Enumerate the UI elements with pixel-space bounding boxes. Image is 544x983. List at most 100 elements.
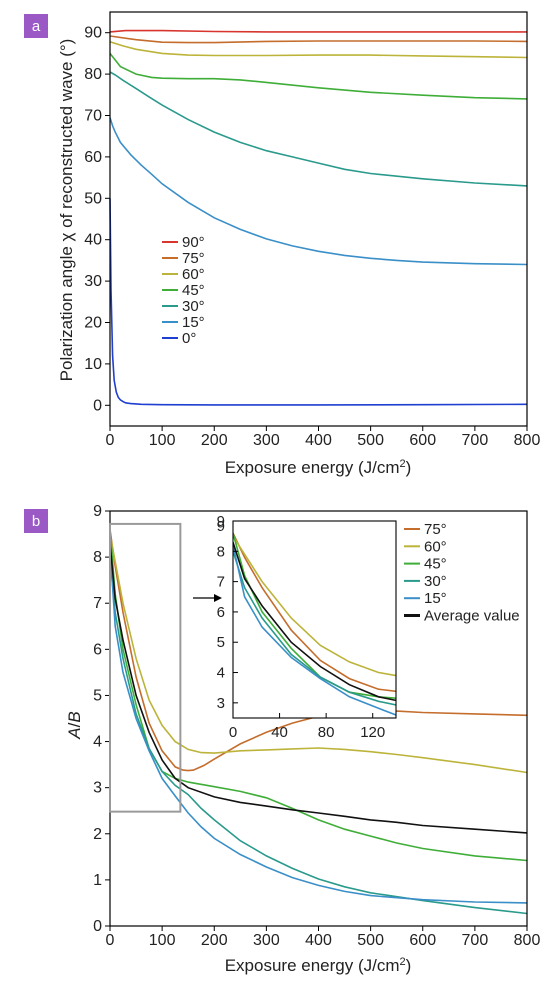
panel-b-series-avg <box>109 543 528 834</box>
inset-xtick-label: 80 <box>318 724 335 741</box>
inset-series-avg <box>233 541 396 702</box>
panel-b-series-45 <box>109 529 528 862</box>
panel-b-xtick-label: 200 <box>201 932 228 949</box>
panel-b-ytick-label: 5 <box>93 687 102 704</box>
panel-a-legend-label: 60° <box>182 266 205 283</box>
panel-a-legend: 90°75°60°45°30°15°0° <box>162 234 205 347</box>
panel-b-xtick-label: 0 <box>106 932 115 949</box>
panel-a-series-45 <box>109 52 528 100</box>
panel-a-legend-label: 30° <box>182 298 205 315</box>
panel-b-legend-label: Average value <box>424 608 520 625</box>
panel-a-ylabel: Polarization angle χ of reconstructed wa… <box>57 39 76 382</box>
panel-b-series-60 <box>109 533 528 774</box>
inset-ytick-label: 3 <box>217 695 225 712</box>
inset-ytick-label: 9 <box>217 513 225 530</box>
panel-a-legend-label: 45° <box>182 282 205 299</box>
panel-a-xtick-label: 100 <box>149 432 176 449</box>
inset-ytick-label: 4 <box>217 665 225 682</box>
panel-b-ytick-label: 6 <box>93 641 102 658</box>
panel-a-xtick-label: 500 <box>357 432 384 449</box>
panel-a-tag <box>24 14 48 38</box>
inset-ytick-label: 9 <box>217 518 225 535</box>
panel-b-tag <box>24 509 48 533</box>
panel-b-ytick-label: 7 <box>93 595 102 612</box>
panel-b-legend-label: 75° <box>424 521 447 538</box>
panel-a-ytick-label: 60 <box>84 149 102 166</box>
panel-b-series <box>109 529 528 915</box>
panel-b-legend-label: 15° <box>424 590 447 607</box>
panel-a-letter: a <box>32 18 41 35</box>
panel-a-legend-label: 75° <box>182 250 205 267</box>
panel-b-zoom-region <box>109 522 182 813</box>
panel-b-ytick-label: 9 <box>93 503 102 520</box>
panel-a-series-90 <box>109 29 527 33</box>
panel-a-ytick-label: 0 <box>93 397 102 414</box>
inset-xtick-label: 0 <box>229 724 237 741</box>
panel-b-xtick-label: 500 <box>357 932 384 949</box>
inset-series <box>233 532 396 716</box>
inset-xtick-label: 120 <box>360 724 385 741</box>
panel-a-plot-frame <box>109 11 528 427</box>
panel-a: a 0 100 200 300 400 500 600 700 800 0 10 20 30 40 50 60… <box>24 11 540 477</box>
panel-a-ytick-label: 80 <box>84 66 102 83</box>
panel-a-series-30 <box>109 71 528 187</box>
panel-b-xlabel: Exposure energy (J/cm2) <box>225 956 412 975</box>
panel-b-xtick-label: 400 <box>305 932 332 949</box>
panel-b-inset: 0 40 80 120 3 4 5 6 7 8 99 <box>193 513 397 741</box>
inset-series-30 <box>233 551 396 706</box>
panel-b-letter: b <box>32 513 40 530</box>
panel-b-ytick-label: 1 <box>93 872 102 889</box>
panel-b-ytick-label: 2 <box>93 826 102 843</box>
inset-series-75 <box>233 532 396 693</box>
panel-a-ytick-label: 50 <box>84 190 102 207</box>
inset-ytick-label: 8 <box>217 543 225 560</box>
panel-b-legend: 75°60°45°30°15°Average value <box>404 521 520 625</box>
inset-frame <box>232 520 397 719</box>
panel-b-legend-label: 45° <box>424 556 447 573</box>
panel-b-xtick-label: 800 <box>514 932 541 949</box>
panel-b-ytick-label: 3 <box>93 780 102 797</box>
panel-a-series-75 <box>109 35 528 44</box>
inset-series-60 <box>233 535 396 677</box>
inset-arrow-head <box>214 594 222 602</box>
panel-b-xtick-label: 100 <box>149 932 176 949</box>
panel-b: b 0 100 200 300 400 500 600 700 800 0 1 2 3 4 5 6 7 8 9 0 4… <box>24 503 540 975</box>
panel-a-xtick-label: 300 <box>253 432 280 449</box>
inset-ytick-label: 6 <box>217 604 225 621</box>
panel-a-legend-label: 0° <box>182 330 196 347</box>
panel-a-xtick-label: 0 <box>106 432 115 449</box>
panel-a-ticks: 0 100 200 300 400 500 600 700 800 0 10 20 30 40 50 60 70… <box>84 25 540 449</box>
panel-b-legend-label: 60° <box>424 538 447 555</box>
panel-b-ytick-label: 8 <box>93 549 102 566</box>
panel-b-legend-label: 30° <box>424 573 447 590</box>
panel-a-series <box>109 29 528 406</box>
inset-ytick-label: 7 <box>217 574 225 591</box>
inset-xtick-label: 40 <box>271 724 288 741</box>
panel-a-xtick-label: 600 <box>409 432 436 449</box>
panel-b-xtick-label: 600 <box>409 932 436 949</box>
panel-a-ytick-label: 70 <box>84 108 102 125</box>
inset-series-45 <box>233 532 396 699</box>
panel-a-series-15 <box>109 117 528 266</box>
panel-b-xtick-label: 700 <box>462 932 489 949</box>
panel-a-legend-label: 90° <box>182 234 205 251</box>
panel-b-ylabel: A/B <box>65 711 84 739</box>
panel-a-ytick-label: 30 <box>84 273 102 290</box>
panel-a-ytick-label: 20 <box>84 315 102 332</box>
panel-a-series-60 <box>109 41 528 59</box>
panel-a-ytick-label: 40 <box>84 232 102 249</box>
panel-a-xtick-label: 200 <box>201 432 228 449</box>
panel-a-ytick-label: 90 <box>84 25 102 42</box>
panel-a-ytick-label: 10 <box>84 356 102 373</box>
inset-ytick-label: 5 <box>217 634 225 651</box>
panel-b-ytick-label: 0 <box>93 918 102 935</box>
panel-b-ytick-label: 4 <box>93 734 102 751</box>
panel-b-xtick-label: 300 <box>253 932 280 949</box>
inset-series-15 <box>233 545 396 716</box>
panel-a-legend-label: 15° <box>182 314 205 331</box>
panel-a-xtick-label: 700 <box>462 432 489 449</box>
panel-a-series-0 <box>109 198 528 406</box>
panel-a-xlabel: Exposure energy (J/cm2) <box>225 458 412 477</box>
